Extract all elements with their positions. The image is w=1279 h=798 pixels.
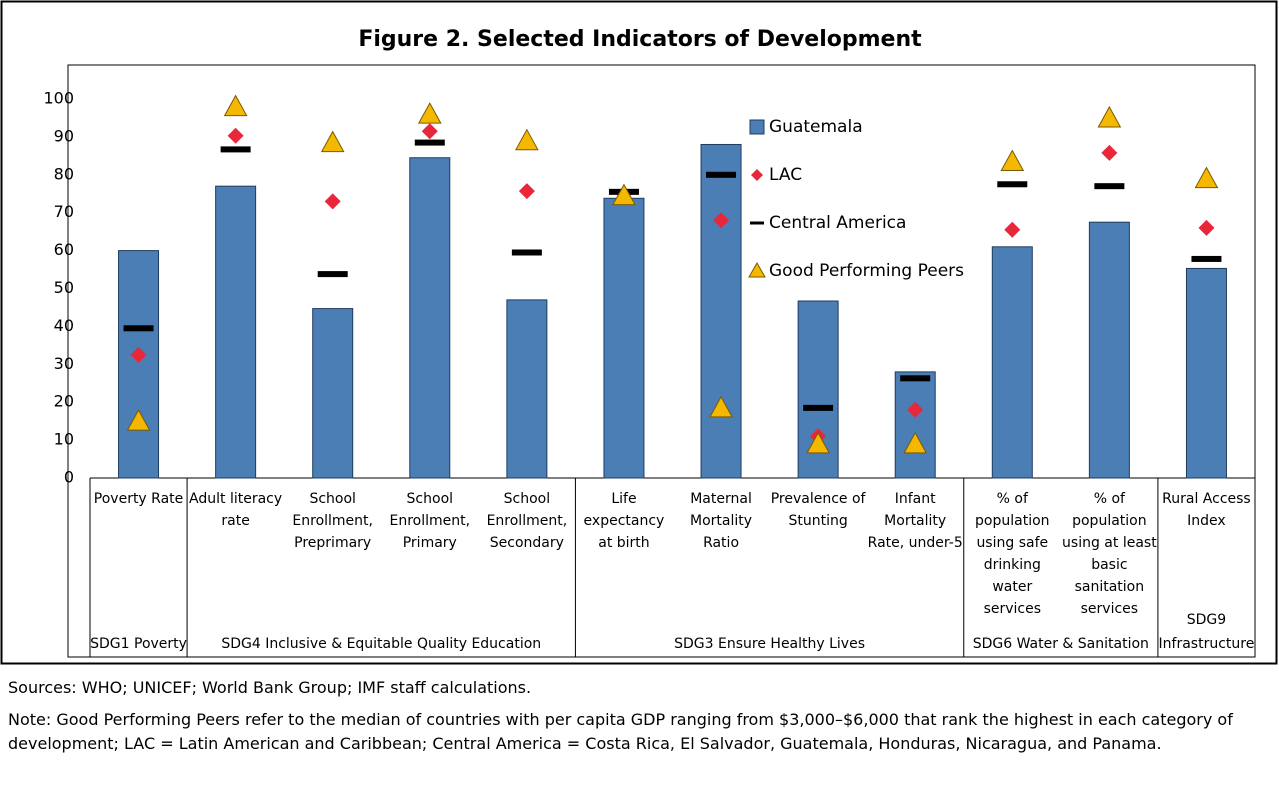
y-tick-label: 10 xyxy=(54,430,74,449)
y-tick-label: 70 xyxy=(54,202,74,221)
x-tick-label: Maternal Mortality Ratio xyxy=(690,491,753,551)
bar xyxy=(506,299,548,479)
bar xyxy=(215,185,257,479)
diamond-marker xyxy=(518,183,535,200)
bar xyxy=(312,308,354,479)
triangle-marker xyxy=(612,183,636,206)
x-tick-label: % of population using at least basic san… xyxy=(1062,491,1157,617)
group-label: SDG4 Inclusive & Equitable Quality Educa… xyxy=(221,636,542,652)
bar xyxy=(1185,267,1227,479)
group-label: SDG3 Ensure Healthy Lives xyxy=(674,636,865,652)
x-tick-label: Life expectancy at birth xyxy=(583,491,665,551)
dash-marker xyxy=(123,325,154,332)
y-tick-label: 80 xyxy=(54,164,74,183)
legend-label: Central America xyxy=(769,213,906,233)
bar xyxy=(1088,221,1130,479)
y-tick-label: 90 xyxy=(54,126,74,145)
legend-label: Guatemala xyxy=(769,117,863,137)
y-tick-label: 50 xyxy=(54,278,74,297)
triangle-marker xyxy=(1000,149,1025,172)
diamond-marker xyxy=(227,127,244,144)
y-tick-label: 0 xyxy=(64,468,74,487)
note: Note: Good Performing Peers refer to the… xyxy=(8,710,1233,753)
diamond-marker xyxy=(130,346,147,363)
legend-swatch xyxy=(749,119,765,135)
triangle-marker xyxy=(126,409,151,431)
legend-label: Good Performing Peers xyxy=(769,261,964,281)
triangle-marker xyxy=(417,102,442,124)
triangle-marker xyxy=(320,130,345,153)
bar xyxy=(700,143,742,479)
x-tick-label: School Enrollment, Secondary xyxy=(486,491,568,551)
dash-marker xyxy=(1191,255,1222,262)
legend-swatch xyxy=(748,261,766,278)
group-label: SDG1 Poverty xyxy=(90,636,187,652)
triangle-marker xyxy=(709,395,733,418)
y-tick-label: 100 xyxy=(43,89,74,108)
triangle-marker xyxy=(903,431,928,454)
bar xyxy=(409,157,451,479)
group-label: SDG6 Water & Sanitation xyxy=(972,636,1149,652)
figure-border xyxy=(0,0,1278,665)
diamond-marker xyxy=(1198,219,1215,236)
x-tick-label: Infant Mortality Rate, under-5 xyxy=(867,491,963,551)
bar xyxy=(603,197,645,479)
triangle-marker xyxy=(223,94,248,117)
plot-border xyxy=(67,64,1256,658)
diamond-marker xyxy=(421,123,438,140)
triangle-marker xyxy=(515,128,539,151)
x-tick-label: Poverty Rate xyxy=(93,491,184,507)
dash-marker xyxy=(511,249,542,256)
legend-swatch xyxy=(750,221,764,225)
diamond-marker xyxy=(1101,144,1118,161)
dash-marker xyxy=(1094,183,1125,190)
y-tick-label: 40 xyxy=(54,316,74,335)
diamond-marker xyxy=(907,401,924,418)
x-tick-label: School Enrollment, Primary xyxy=(389,491,471,551)
sources: Sources: WHO; UNICEF; World Bank Group; … xyxy=(8,678,532,697)
group-label: SDG9 Infrastructure xyxy=(1158,612,1255,652)
x-tick-label: Rural Access Index xyxy=(1162,491,1251,529)
x-tick-label: Adult literacy rate xyxy=(189,491,283,529)
bar xyxy=(118,250,160,479)
dash-marker xyxy=(706,171,737,178)
x-tick-label: School Enrollment, Preprimary xyxy=(292,491,373,551)
triangle-marker xyxy=(1194,166,1219,189)
legend-label: LAC xyxy=(769,165,802,185)
dash-marker xyxy=(220,146,251,153)
dash-marker xyxy=(803,404,834,411)
x-tick-label: Prevalence of Stunting xyxy=(770,491,866,529)
diamond-marker xyxy=(324,193,341,210)
triangle-marker xyxy=(1097,105,1122,128)
y-tick-label: 20 xyxy=(54,392,74,411)
y-tick-label: 60 xyxy=(54,240,74,259)
dash-marker xyxy=(900,375,931,382)
x-tick-label: % of population using safe drinking wate… xyxy=(975,491,1050,617)
dash-marker xyxy=(317,271,348,278)
diamond-marker xyxy=(1004,221,1021,238)
dash-marker xyxy=(997,181,1028,188)
bar xyxy=(991,246,1033,479)
bar xyxy=(894,371,936,479)
chart-title: Figure 2. Selected Indicators of Develop… xyxy=(358,27,922,52)
diamond-marker xyxy=(713,212,730,229)
y-tick-label: 30 xyxy=(54,354,74,373)
dash-marker xyxy=(414,139,445,146)
triangle-marker xyxy=(806,431,830,454)
legend-swatch xyxy=(751,169,763,181)
